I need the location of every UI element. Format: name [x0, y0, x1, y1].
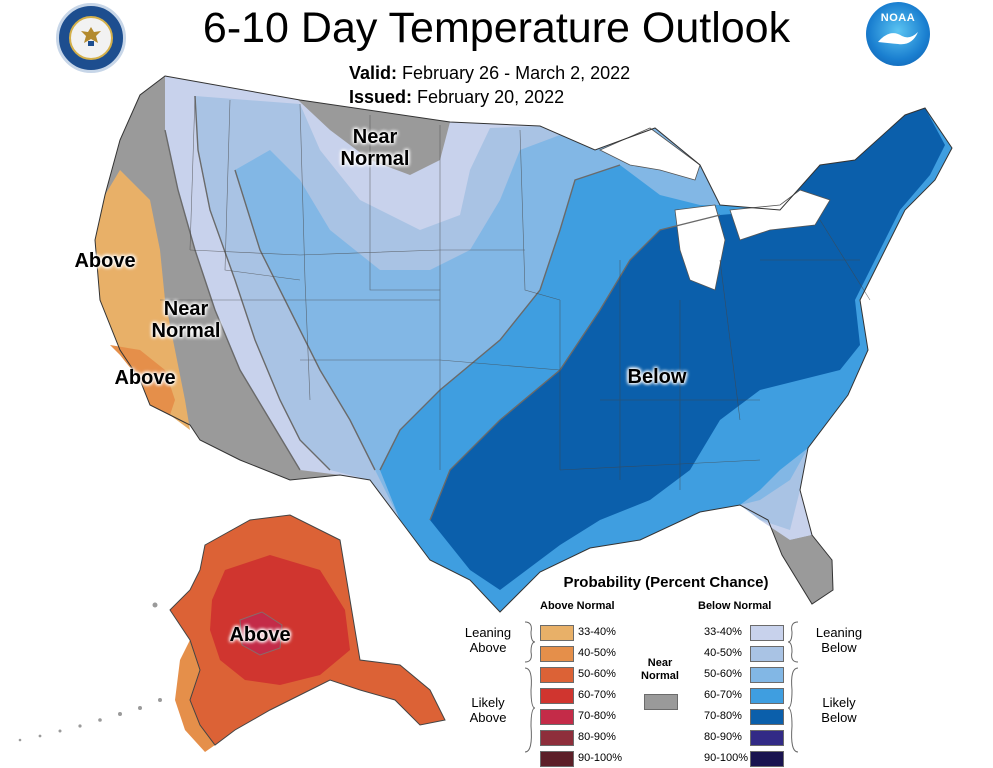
issued-date: Issued: February 20, 2022 [349, 86, 564, 108]
valid-label: Valid: [349, 63, 398, 83]
legend-above-swatch-1 [540, 646, 574, 662]
legend-below-swatch-6 [750, 751, 784, 767]
map-title: 6-10 Day Temperature Outlook [202, 4, 791, 52]
legend-likely-above: Likely Above [453, 695, 523, 725]
legend-below-swatch-1 [750, 646, 784, 662]
region-near-normal-north [298, 100, 450, 175]
legend-likely-below: Likely Below [804, 695, 874, 725]
legend-leaning-above: Leaning Above [453, 625, 523, 655]
region-above-33-40-west [95, 170, 190, 430]
label-below-east: Below [627, 366, 687, 388]
valid-value: February 26 - March 2, 2022 [402, 63, 631, 83]
alaska-above-40-50 [175, 640, 215, 752]
legend-leaning-above-line2: Above [469, 640, 507, 655]
issued-label: Issued: [349, 87, 413, 107]
label-near-normal-west-line1: Near [163, 298, 209, 320]
legend-above-swatch-label-5: 80-90% [578, 731, 616, 743]
region-above-40-50-west [110, 345, 175, 415]
legend-above-swatch-3 [540, 688, 574, 704]
aleutian-islands [18, 602, 162, 742]
legend-above-header: Above Normal [540, 600, 615, 612]
legend-near-normal-line2: Normal [641, 670, 679, 682]
legend-below-swatch-2 [750, 667, 784, 683]
label-near-normal-west-line2: Normal [151, 320, 221, 342]
legend-below-swatch-label-1: 40-50% [704, 647, 742, 659]
legend-above-swatch-label-3: 60-70% [578, 689, 616, 701]
legend-above-swatch-5 [540, 730, 574, 746]
noaa-logo: NOAA [866, 2, 930, 66]
legend-above-braces [524, 621, 536, 753]
legend-likely-below-line1: Likely [822, 695, 856, 710]
legend-below-swatch-3 [750, 688, 784, 704]
label-above-alaska: Above [229, 624, 291, 646]
great-lakes [599, 127, 831, 291]
legend-above-swatch-label-1: 40-50% [578, 647, 616, 659]
legend-likely-above-line1: Likely [471, 695, 505, 710]
legend-below-swatch-label-6: 90-100% [704, 752, 749, 764]
commerce-seal-logo [56, 3, 126, 73]
label-near-normal-west: Near Normal [140, 298, 232, 342]
legend-near-normal-swatch [644, 694, 678, 710]
region-below-70-80 [430, 108, 945, 590]
legend-leaning-below: Leaning Below [804, 625, 874, 655]
legend-above-swatch-0 [540, 625, 574, 641]
noaa-bird-icon [878, 32, 918, 45]
alaska-above-60-70 [210, 555, 350, 685]
legend-below-swatch-5 [750, 730, 784, 746]
issued-value: February 20, 2022 [417, 87, 565, 107]
label-above-southwest: Above [114, 367, 176, 389]
legend-below-braces [787, 621, 799, 753]
legend-below-swatch-0 [750, 625, 784, 641]
valid-dates: Valid: February 26 - March 2, 2022 [349, 62, 630, 84]
label-near-normal-north: Near Normal [330, 126, 420, 170]
legend-above-swatch-label-6: 90-100% [578, 752, 623, 764]
legend-leaning-below-line2: Below [821, 640, 857, 655]
legend-below-header: Below Normal [698, 600, 772, 612]
legend-above-swatch-4 [540, 709, 574, 725]
legend-near-normal: Near Normal [628, 657, 692, 683]
label-near-normal-north-line1: Near [352, 126, 398, 148]
label-above-west: Above [74, 250, 136, 272]
legend-near-normal-line1: Near [647, 657, 673, 669]
legend-below-swatch-label-2: 50-60% [704, 668, 742, 680]
legend-above-swatch-label-2: 50-60% [578, 668, 616, 680]
legend-leaning-above-line1: Leaning [464, 625, 512, 640]
legend-leaning-below-line1: Leaning [815, 625, 863, 640]
label-near-normal-north-line2: Normal [340, 148, 410, 170]
state-boundaries [160, 95, 871, 490]
region-near-normal-florida [790, 535, 833, 604]
legend-below-swatch-4 [750, 709, 784, 725]
legend-below-swatch-label-5: 80-90% [704, 731, 742, 743]
legend-below-swatch-label-4: 70-80% [704, 710, 742, 722]
alaska-above-70-80 [239, 611, 283, 656]
legend-below-swatch-label-3: 60-70% [704, 689, 742, 701]
noaa-logo-text: NOAA [880, 12, 916, 24]
legend-above-swatch-2 [540, 667, 574, 683]
legend-below-swatch-label-0: 33-40% [704, 626, 742, 638]
legend-above-swatch-6 [540, 751, 574, 767]
legend-likely-below-line2: Below [821, 710, 857, 725]
legend-above-swatch-label-4: 70-80% [578, 710, 616, 722]
legend-title: Probability (Percent Chance) [563, 574, 769, 591]
legend-likely-above-line2: Above [469, 710, 507, 725]
contour-lines [164, 95, 721, 521]
eagle-icon [81, 27, 101, 46]
legend-above-swatch-label-0: 33-40% [578, 626, 616, 638]
